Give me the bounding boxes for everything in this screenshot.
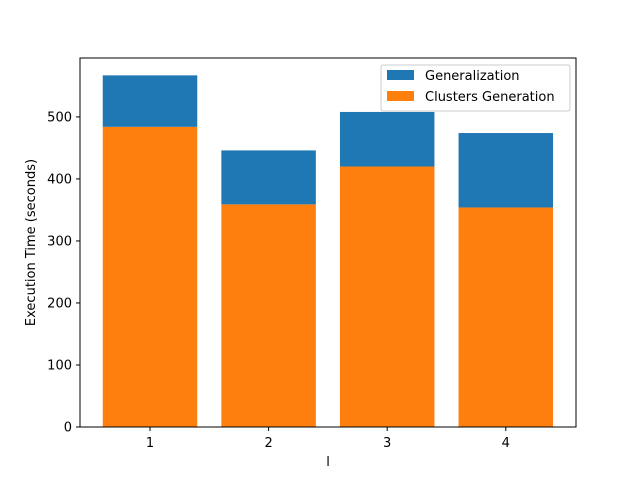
x-tick-label: 4	[502, 436, 510, 451]
y-tick-label: 0	[64, 421, 72, 436]
y-tick-label: 100	[47, 358, 72, 373]
y-axis-label: Execution Time (seconds)	[24, 159, 39, 326]
x-axis-ticks: 1 2 3 4	[146, 427, 510, 451]
legend-swatch-generalization	[387, 70, 414, 80]
axes-frame	[79, 57, 577, 428]
y-tick-label: 500	[47, 110, 72, 125]
bar-clusters-generation-3	[339, 166, 435, 427]
bar-generalization-3	[339, 111, 435, 167]
bar-clusters-generation-2	[221, 204, 316, 427]
legend-swatch-clusters-generation	[387, 91, 414, 101]
bar-clusters-generation-4	[458, 207, 554, 427]
y-tick-label: 400	[47, 172, 72, 187]
legend-label-generalization: Generalization	[425, 69, 520, 84]
y-tick-label: 200	[47, 296, 72, 311]
bar-generalization-2	[221, 150, 316, 205]
legend: Generalization Clusters Generation	[380, 64, 571, 112]
x-tick-label: 2	[264, 436, 272, 451]
bar-generalization-1	[102, 75, 198, 127]
legend-box	[380, 64, 571, 112]
x-tick-label: 3	[383, 436, 391, 451]
bar-generalization-4	[458, 133, 554, 208]
y-tick-label: 300	[47, 234, 72, 249]
x-tick-label: 1	[146, 436, 154, 451]
bars-group	[102, 75, 554, 427]
x-axis-label: l	[326, 455, 330, 470]
legend-label-clusters-generation: Clusters Generation	[425, 90, 555, 105]
y-axis-ticks: 0 100 200 300 400 500	[47, 110, 80, 436]
bar-clusters-generation-1	[102, 126, 198, 427]
